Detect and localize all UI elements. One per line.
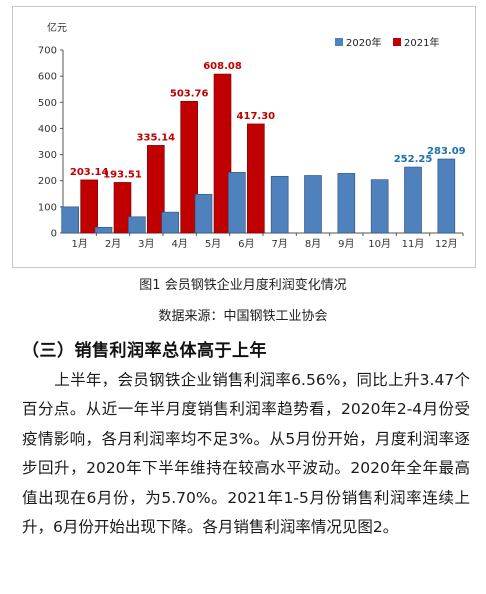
x-tick-label: 5月: [205, 238, 221, 250]
bar-2020: [337, 173, 356, 234]
x-tick-label: 3月: [138, 238, 154, 250]
bar-2020: [228, 172, 246, 234]
data-label: 417.30: [237, 111, 276, 122]
x-tick-label: 4月: [171, 238, 187, 250]
data-label: 283.09: [427, 146, 466, 157]
data-source: 数据来源：中国钢铁工业协会: [158, 309, 328, 324]
paragraph-text: 上半年，会员钢铁企业销售利润率6.56%，同比上升3.47个百分点。从近一年半月…: [22, 371, 470, 537]
bar-2020: [128, 216, 146, 234]
x-tick-label: 1月: [71, 238, 87, 250]
bar-2021: [147, 145, 165, 234]
y-tick-label: 300: [38, 150, 57, 161]
data-label: 193.51: [103, 169, 142, 180]
y-tick-label: 100: [38, 202, 57, 213]
legend-label: 2021年: [404, 36, 439, 49]
section-heading: （三）销售利润率总体高于上年: [22, 341, 267, 361]
y-tick-label: 0: [51, 229, 57, 240]
y-tick-label: 700: [38, 46, 57, 57]
y-tick-label: 600: [38, 72, 57, 83]
bar-2021: [247, 123, 265, 234]
y-unit-label: 亿元: [47, 21, 67, 34]
bar-2021: [113, 182, 132, 234]
bar-2020: [161, 211, 179, 234]
body-paragraph: 上半年，会员钢铁企业销售利润率6.56%，同比上升3.47个百分点。从近一年半月…: [22, 366, 470, 542]
chart-canvas: 亿元 0 100 200 300 400 500 600 700 1月 2月 3月 4月 5月 6月 7月 8月…: [38, 21, 466, 250]
x-tick-label: 8月: [305, 238, 321, 250]
x-tick-label: 9月: [338, 238, 354, 250]
bar-2021: [80, 179, 98, 234]
legend-label: 2020年: [346, 36, 381, 49]
data-label: 203.14: [70, 167, 109, 178]
bar-2020: [304, 175, 322, 234]
bar-2020: [437, 158, 456, 234]
bar-2020: [61, 206, 79, 234]
y-tick-label: 200: [38, 176, 57, 187]
profit-bar-chart: 亿元 0 100 200 300 400 500 600 700 1月 2月 3月 4月 5月 6月 7月 8月…: [12, 6, 476, 268]
x-tick-label: 10月: [368, 238, 391, 250]
bar-2020: [94, 226, 113, 234]
legend-swatch: [335, 38, 343, 46]
bar-2020: [194, 194, 213, 234]
bar-2020: [404, 166, 422, 234]
bar-2021: [213, 73, 232, 234]
data-label: 335.14: [137, 132, 176, 143]
x-tick-label: 6月: [238, 238, 254, 250]
bar-2021: [180, 101, 198, 234]
y-tick-label: 500: [38, 98, 57, 109]
bar-2020: [370, 179, 389, 234]
bar-2020: [270, 175, 289, 234]
x-tick-label: 7月: [271, 238, 287, 250]
legend-swatch: [393, 38, 401, 46]
figure-caption: 图1 会员钢铁企业月度利润变化情况: [139, 278, 347, 293]
data-label: 252.25: [394, 154, 433, 165]
data-label: 608.08: [203, 61, 242, 72]
y-tick-label: 400: [38, 124, 57, 135]
x-tick-label: 12月: [435, 238, 458, 250]
data-label: 503.76: [170, 88, 209, 99]
x-tick-label: 2月: [105, 238, 121, 250]
x-tick-label: 11月: [402, 238, 425, 250]
